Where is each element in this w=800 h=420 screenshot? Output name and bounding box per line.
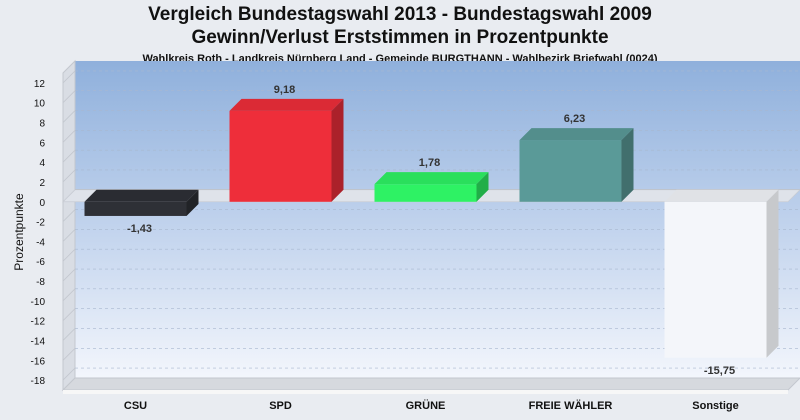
y-tick-label: -14 [31, 336, 46, 347]
y-tick-label: 0 [39, 198, 45, 209]
bar-side [621, 128, 634, 202]
bar-front [229, 110, 332, 202]
bar [84, 189, 199, 216]
bar-front [84, 201, 187, 216]
gridline-side [62, 209, 76, 222]
gridline-side [62, 149, 76, 163]
chart-title-line2: Gewinn/Verlust Erststimmen in Prozentpun… [191, 27, 609, 48]
bar-top [519, 128, 634, 141]
gridline-side [62, 169, 76, 183]
bar-top [84, 189, 199, 202]
bar [229, 98, 344, 202]
y-tick-label: 2 [39, 178, 45, 189]
y-tick-label: 8 [39, 119, 45, 130]
x-tick-label: Sonstige [692, 400, 738, 412]
bar-side [476, 172, 489, 202]
gridline-side [62, 328, 76, 341]
bar-top [374, 172, 489, 185]
bar-front [519, 140, 622, 202]
bar-front [664, 201, 767, 358]
gridline-side [62, 130, 76, 143]
bar [519, 128, 634, 202]
bar [374, 172, 489, 202]
data-label: 6,23 [564, 113, 585, 125]
data-label: 9,18 [274, 84, 295, 96]
data-label: -1,43 [127, 223, 152, 235]
floor [61, 377, 800, 391]
y-tick-label: -2 [36, 218, 45, 229]
gridline-side [62, 70, 76, 84]
gridline-side [62, 110, 76, 123]
gridline-side [62, 367, 76, 381]
y-tick-label: 10 [34, 99, 46, 110]
bar-front [374, 184, 477, 202]
bar-side [766, 189, 779, 358]
x-tick-label: CSU [124, 400, 147, 412]
gridline-side [62, 229, 76, 242]
y-tick-label: 6 [39, 138, 45, 149]
gridline-side [62, 347, 76, 361]
y-tick-label: -4 [36, 237, 45, 248]
y-tick-label: -6 [36, 257, 45, 268]
y-tick-label: -18 [31, 376, 46, 387]
gridline-side [62, 90, 76, 104]
bar-top [229, 98, 344, 111]
x-tick-label: GRÜNE [406, 399, 446, 412]
data-label: 1,78 [419, 157, 440, 169]
x-tick-label: FREIE WÄHLER [529, 399, 613, 412]
bar [664, 189, 779, 358]
gridline-side [62, 288, 76, 302]
gridline-side [62, 248, 76, 262]
y-tick-label: -12 [31, 317, 46, 328]
bar-side [331, 98, 344, 202]
x-tick-label: SPD [269, 400, 292, 412]
y-tick-label: -10 [31, 297, 46, 308]
data-label: -15,75 [704, 365, 735, 377]
y-tick-label: 4 [39, 158, 45, 169]
left-wall [62, 59, 76, 392]
floor-edge [63, 390, 788, 394]
y-tick-label: -16 [31, 356, 46, 367]
gridline-side [62, 268, 76, 282]
chart-title-line1: Vergleich Bundestagswahl 2013 - Bundesta… [148, 4, 652, 25]
bar-top [664, 189, 779, 202]
y-tick-label: 12 [34, 79, 46, 90]
bar-side [186, 189, 199, 216]
gridline-side [62, 308, 76, 321]
y-tick-label: -8 [36, 277, 45, 288]
